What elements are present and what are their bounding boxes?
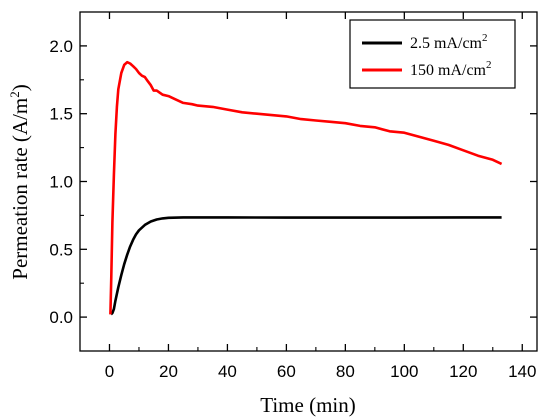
axis-ticks	[80, 12, 537, 351]
legend-label-series-2: 150 mA/cm2	[410, 59, 492, 79]
x-tick-label: 0	[105, 362, 114, 381]
y-tick-label: 1.0	[49, 173, 73, 192]
y-tick-label: 0.0	[49, 308, 73, 327]
axis-tick-labels: 0 20 40 60 80 100 120 140 0.0 0.5 1.0 1.5 2.0	[49, 37, 536, 381]
x-tick-label: 80	[336, 362, 355, 381]
legend: 2.5 mA/cm2 150 mA/cm2	[349, 19, 516, 89]
legend-label-series-2-main: 150 mA/cm	[410, 62, 487, 79]
y-axis-title-sup: 2	[7, 91, 22, 98]
legend-label-series-1: 2.5 mA/cm2	[410, 32, 488, 52]
series-line-2	[109, 60, 503, 315]
y-axis-title-close: )	[8, 84, 32, 91]
data-series	[109, 60, 503, 316]
legend-label-series-1-sup: 2	[482, 32, 488, 44]
x-tick-label: 120	[449, 362, 477, 381]
x-tick-label: 100	[390, 362, 418, 381]
legend-label-series-1-main: 2.5 mA/cm	[410, 35, 483, 52]
y-axis-title-main: Permeation rate (A/m	[8, 98, 32, 280]
x-tick-label: 140	[508, 362, 536, 381]
x-tick-label: 60	[277, 362, 296, 381]
series-line-1	[110, 216, 502, 316]
x-axis-title: Time (min)	[260, 393, 355, 417]
x-tick-label: 40	[218, 362, 237, 381]
legend-box	[349, 19, 516, 89]
y-tick-label: 2.0	[49, 37, 73, 56]
x-tick-label: 20	[159, 362, 178, 381]
legend-label-series-2-sup: 2	[486, 59, 492, 71]
y-axis-title: Permeation rate (A/m2)	[7, 84, 32, 279]
y-tick-label: 1.5	[49, 105, 73, 124]
y-tick-label: 0.5	[49, 240, 73, 259]
